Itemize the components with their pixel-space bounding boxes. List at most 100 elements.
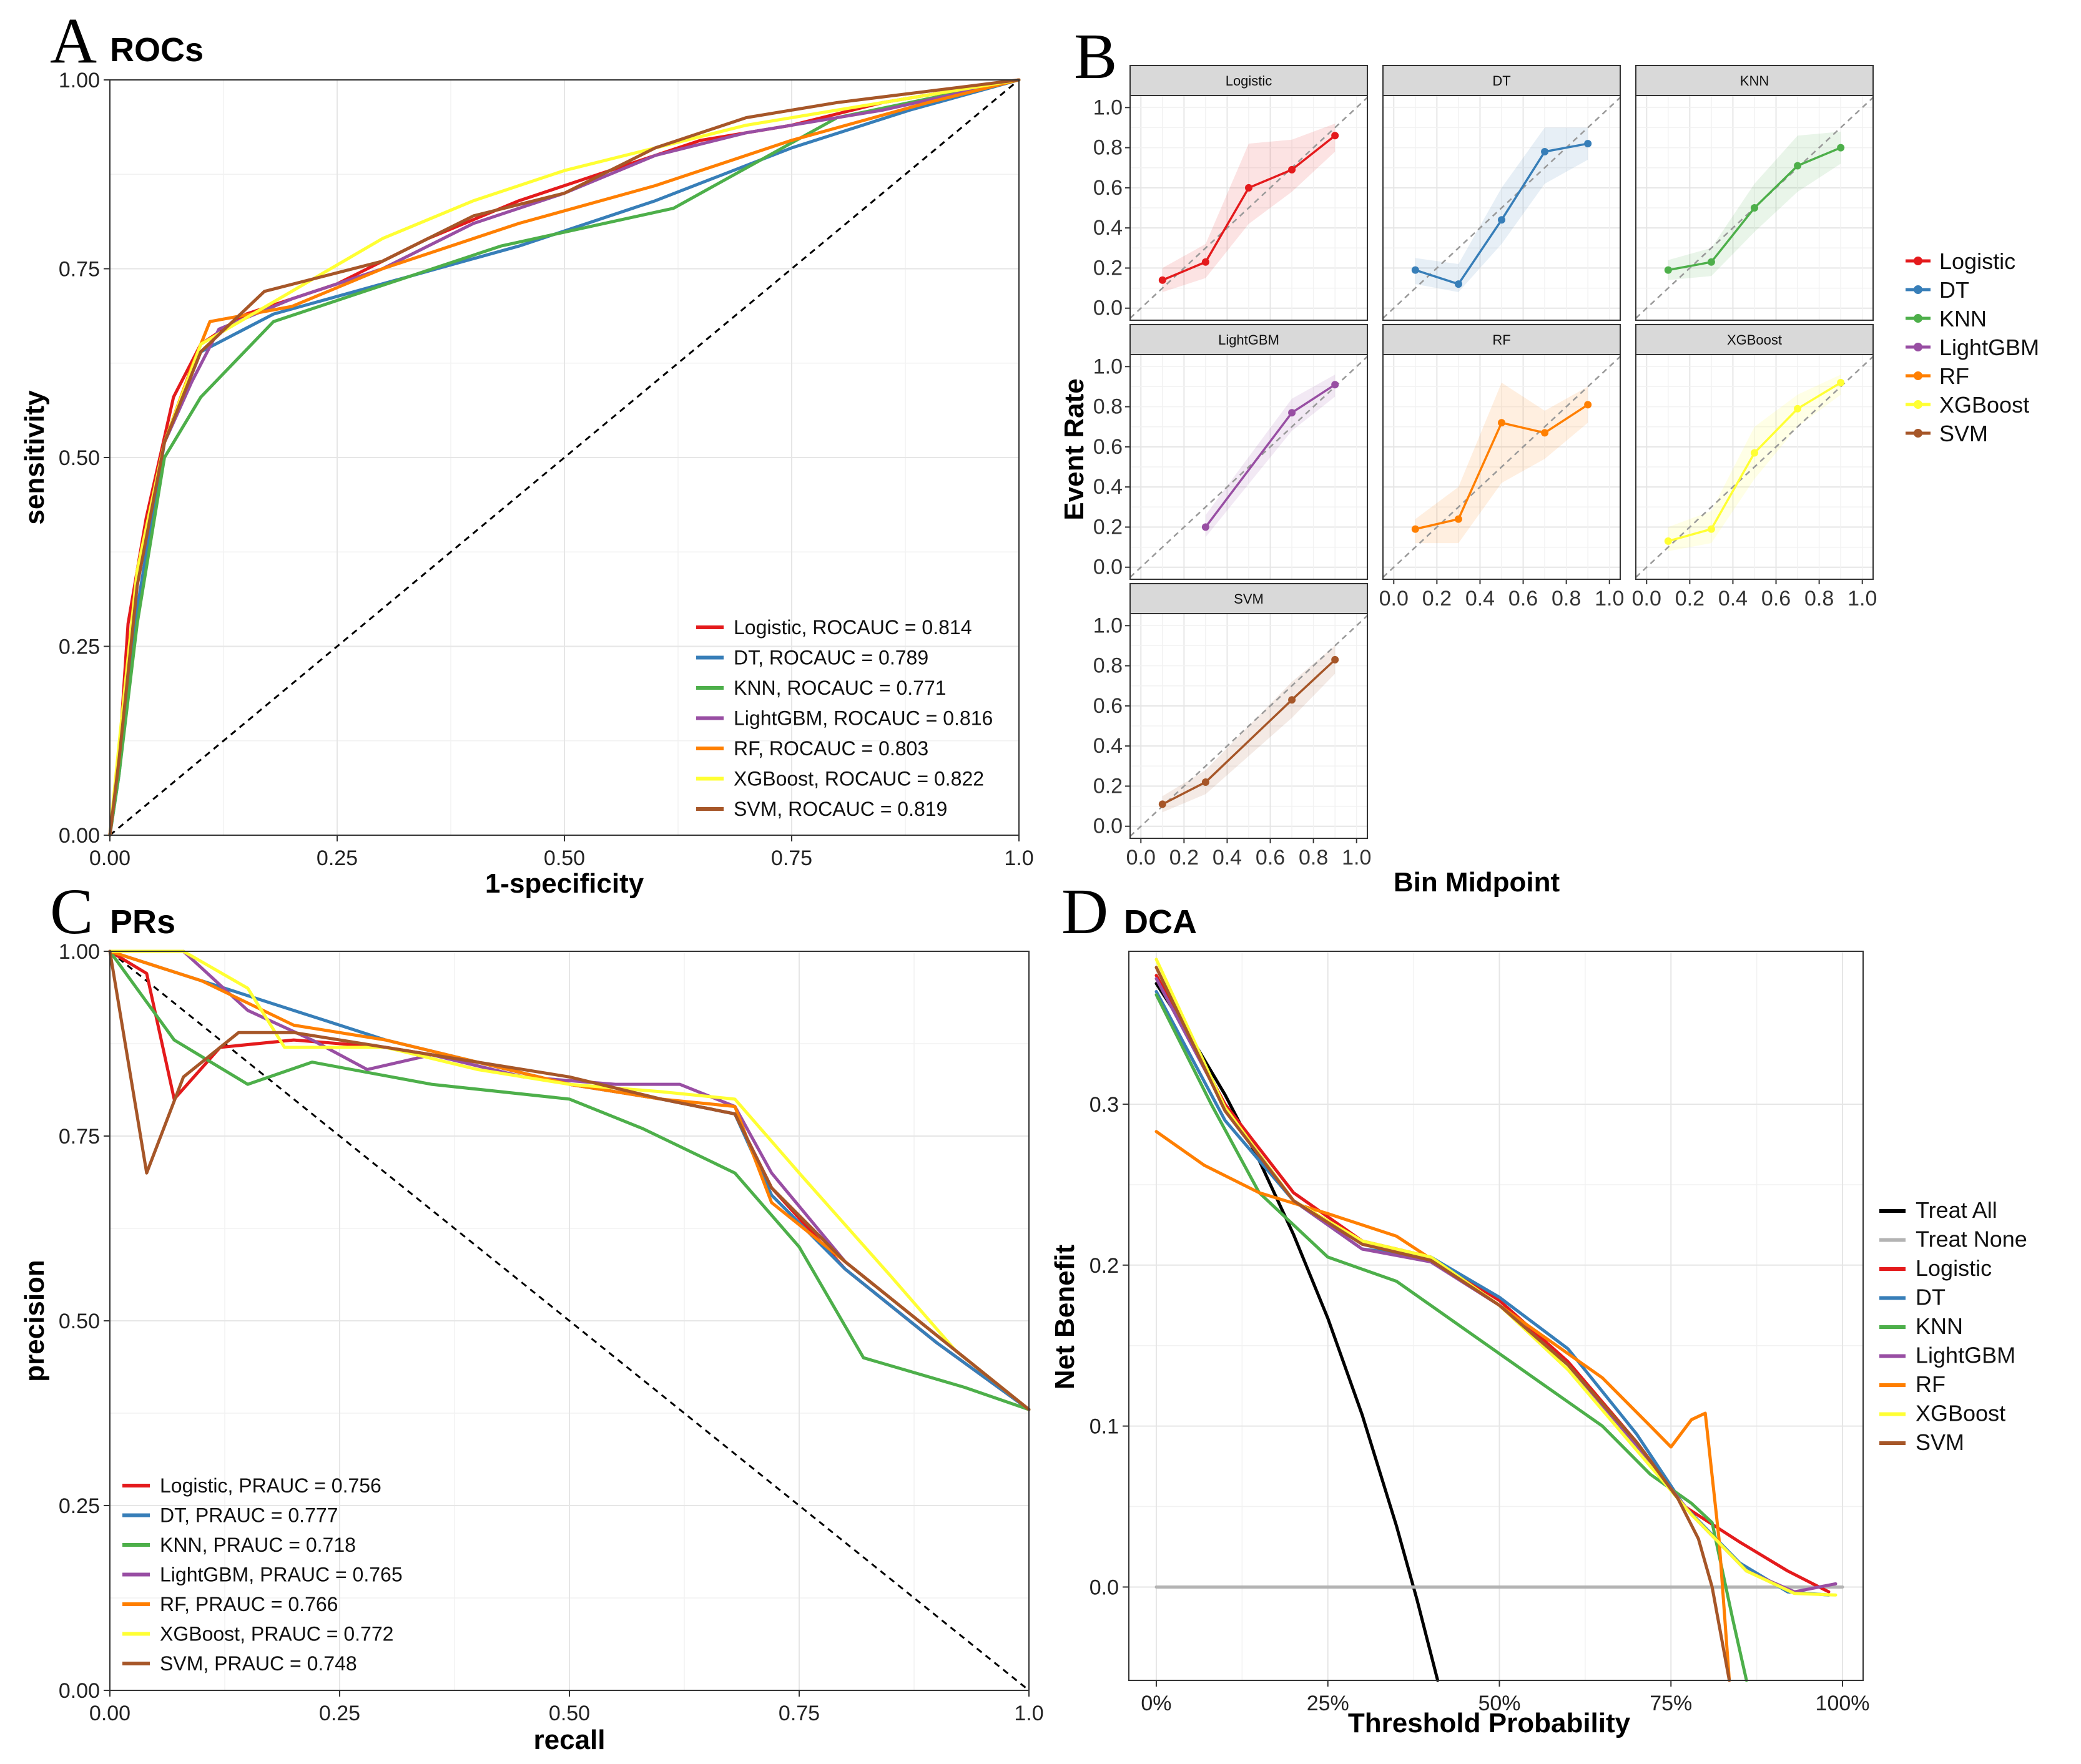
panel-b-x-tick-label: 0.6: [1508, 587, 1538, 610]
c-legend-label: XGBoost, PRAUC = 0.772: [160, 1623, 393, 1645]
a-x-tick-label: 0.75: [771, 846, 812, 870]
panel-b-legend-point: [1914, 257, 1922, 265]
panel-b-x-tick-label: 0.2: [1169, 846, 1199, 870]
panel-b-y-tick-label: 0.2: [1093, 774, 1123, 798]
c-series-xgboost: [108, 949, 1031, 1411]
panel-b-confidence-band: [1162, 645, 1336, 813]
panel-d-frame: [1128, 951, 1864, 1681]
panel-b-calibration-point: [1541, 429, 1549, 437]
panel-b-legend-point: [1914, 343, 1922, 351]
panel-b-facet-strip: [1635, 65, 1874, 96]
panel-b-y-tick-label: 0.8: [1093, 654, 1123, 678]
d-series-dt: [1154, 990, 1831, 1597]
c-legend-label: KNN, PRAUC = 0.718: [160, 1534, 356, 1556]
panel-b-calibration-point: [1201, 258, 1209, 266]
panel-b-facet-strip-label: SVM: [1234, 591, 1264, 607]
panel-b-facet-frame: [1382, 95, 1621, 321]
panel-a-roc: A ROCs 0.00 0.25 0.50 0.75 1.0 0.00 0.25 0.50 0.…: [19, 5, 1034, 899]
panel-b-calibration-point: [1837, 144, 1845, 152]
panel-b-ylabel: Event Rate: [1059, 378, 1090, 520]
a-series-xgboost: [108, 78, 1021, 837]
panel-b-legend-point: [1914, 285, 1922, 294]
d-legend-label: KNN: [1916, 1313, 1963, 1339]
a-series-svm: [108, 78, 1021, 837]
a-legend-label: LightGBM, ROCAUC = 0.816: [734, 707, 993, 730]
a-legend-label: XGBoost, ROCAUC = 0.822: [734, 768, 984, 790]
panel-b-calibration-point: [1664, 537, 1672, 545]
a-y-tick-label: 0.50: [59, 446, 100, 470]
c-x-tick-label: 1.0: [1014, 1702, 1043, 1725]
panel-b-calibration-point: [1288, 696, 1296, 704]
panel-d-dca: D DCA 0% 25% 50% 75% 100% 0.0 0.1 0.2 0.3 Thresh…: [1050, 876, 2027, 1738]
a-legend-label: Logistic, ROCAUC = 0.814: [734, 616, 972, 639]
panel-d-ylabel: Net Benefit: [1050, 1245, 1080, 1390]
a-y-tick-label: 1.00: [59, 69, 100, 92]
c-x-tick-label: 0.50: [549, 1702, 590, 1725]
panel-b-calibration-point: [1158, 276, 1166, 284]
panel-b-y-tick-label: 0.4: [1093, 216, 1123, 240]
panel-b-y-tick-label: 0.0: [1093, 296, 1123, 320]
panel-b-calibration-point: [1245, 184, 1252, 192]
panel-b-x-tick-label: 0.8: [1552, 587, 1581, 610]
panel-b-legend-label: LightGBM: [1939, 335, 2039, 360]
d-series-logistic: [1154, 974, 1831, 1594]
panel-b-facet-strip-label: RF: [1492, 332, 1510, 348]
panel-d-xlabel: Threshold Probability: [1348, 1708, 1631, 1738]
panel-b-y-tick-label: 0.0: [1093, 815, 1123, 838]
a-y-tick-label: 0.25: [59, 635, 100, 659]
panel-b-x-tick-label: 1.0: [1595, 587, 1624, 610]
c-series-svm: [108, 949, 1031, 1411]
panel-b-y-tick-label: 0.6: [1093, 435, 1123, 459]
panel-b-y-tick-label: 0.6: [1093, 694, 1123, 718]
a-legend-label: SVM, ROCAUC = 0.819: [734, 798, 947, 820]
panel-b-facet-strip-label: DT: [1492, 73, 1510, 89]
panel-b-y-tick-label: 0.8: [1093, 395, 1123, 419]
a-x-tick-label: 0.50: [544, 846, 585, 870]
panel-c-xlabel: recall: [534, 1725, 606, 1755]
c-x-tick-label: 0.25: [319, 1702, 360, 1725]
panel-b-calibration-point: [1454, 280, 1462, 288]
c-y-tick-label: 0.00: [59, 1679, 100, 1703]
c-x-tick-label: 0.75: [779, 1702, 820, 1725]
panel-b-x-tick-label: 0.4: [1213, 846, 1242, 870]
panel-b-confidence-band: [1205, 375, 1336, 537]
c-legend-label: SVM, PRAUC = 0.748: [160, 1652, 357, 1675]
panel-b-calibration-point: [1498, 419, 1505, 427]
c-y-tick-label: 0.25: [59, 1494, 100, 1518]
panel-a-letter: A: [50, 5, 97, 77]
c-y-tick-label: 0.50: [59, 1310, 100, 1333]
panel-b-letter: B: [1074, 21, 1117, 92]
panel-b-xlabel: Bin Midpoint: [1394, 867, 1560, 898]
panel-b-calibration-point: [1411, 525, 1419, 533]
panel-b-calibration-point: [1498, 216, 1505, 224]
d-y-tick-label: 0.2: [1090, 1254, 1119, 1278]
panel-b-facet-strip: [1129, 324, 1368, 355]
d-series-rf: [1154, 1130, 1731, 1682]
d-x-tick-label: 100%: [1816, 1692, 1870, 1715]
panel-b-facet-strip-label: Logistic: [1226, 73, 1272, 89]
a-y-tick-label: 0.00: [59, 824, 100, 848]
panel-b-calibration-point: [1158, 800, 1166, 808]
panel-a-legend: Logistic, ROCAUC = 0.814 DT, ROCAUC = 0.7…: [696, 616, 993, 820]
panel-b-diagonal: [1129, 356, 1368, 578]
panel-b-calibration-point: [1331, 132, 1339, 140]
panel-b-legend-point: [1914, 400, 1922, 409]
panel-b-facet-dt: DT: [1382, 65, 1621, 321]
panel-b-x-tick-label: 0.6: [1761, 587, 1791, 610]
panel-b-facet-strip: [1129, 583, 1368, 614]
panel-b-facet-rf: RF 0.0 0.2 0.4 0.6 0.8 1.0: [1379, 324, 1624, 610]
panel-b-legend-label: KNN: [1939, 306, 1987, 331]
d-legend-label: SVM: [1916, 1429, 1964, 1455]
panel-b-y-tick-label: 0.8: [1093, 136, 1123, 160]
panel-d-title: DCA: [1124, 903, 1197, 941]
panel-b-x-tick-label: 0.0: [1126, 846, 1156, 870]
panel-b-calibration-line: [1162, 659, 1336, 805]
panel-b-legend: Logistic DT KNN LightGBM RF XGBoost SVM: [1906, 248, 2039, 446]
panel-d-legend: Treat All Treat None Logistic DT KNN LightGBM…: [1879, 1197, 2027, 1455]
c-reference-line: [109, 950, 1030, 1692]
panel-b-diagonal: [1635, 356, 1874, 578]
panel-b-calibration-point: [1541, 148, 1549, 155]
panel-b-calibration-point: [1664, 266, 1672, 274]
panel-b-diagonal: [1382, 356, 1621, 578]
